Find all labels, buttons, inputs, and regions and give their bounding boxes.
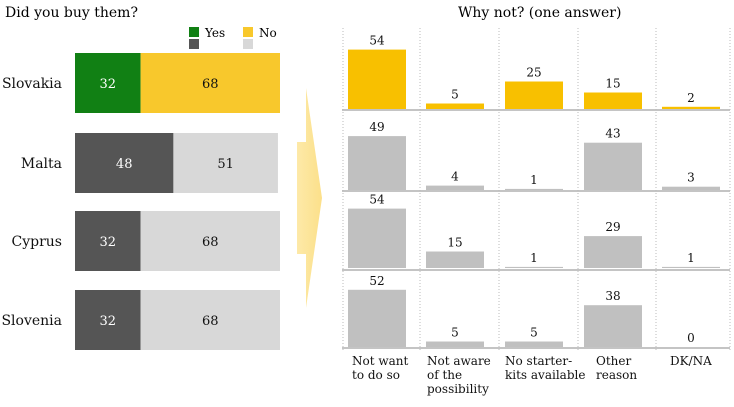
legend-yes-label: Yes (204, 26, 225, 40)
legend-no-label: No (259, 26, 277, 40)
bar-no-slovenia (140, 290, 280, 350)
value-slovakia-3: 25 (526, 66, 541, 80)
value-malta-5: 3 (687, 171, 695, 185)
category-label-5: DK/NA (670, 354, 712, 368)
bar-malta-3 (505, 188, 563, 190)
value-no-cyprus: 68 (202, 235, 219, 250)
bar-slovakia-1 (348, 49, 406, 109)
bar-no-cyprus (140, 211, 280, 271)
country-label-malta: Malta (21, 156, 62, 172)
country-label-slovenia: Slovenia (1, 313, 62, 329)
legend-no-swatch-1 (243, 27, 253, 37)
value-slovenia-5: 0 (687, 331, 695, 345)
bar-no-slovakia (140, 53, 280, 113)
bar-slovakia-2 (426, 103, 484, 109)
value-slovenia-4: 38 (605, 289, 620, 303)
bar-slovenia-4 (584, 305, 642, 347)
bar-malta-5 (662, 186, 720, 190)
left-stacked-bars: 32 68 Slovakia 48 51 Malta 32 68 Cyprus 32 68 Slove… (1, 53, 280, 350)
bar-cyprus-3 (505, 266, 563, 268)
value-cyprus-3: 1 (530, 251, 538, 265)
bar-slovenia-3 (505, 341, 563, 347)
value-yes-slovakia: 32 (100, 77, 117, 92)
legend-yes-swatch-1 (189, 27, 199, 37)
value-slovakia-1: 54 (369, 34, 385, 48)
bar-yes-malta (75, 133, 174, 193)
bar-slovenia-1 (348, 289, 406, 347)
right-chart-title: Why not? (one answer) (458, 5, 621, 21)
bar-malta-2 (426, 185, 484, 190)
bar-no-malta (173, 133, 278, 193)
value-slovakia-2: 5 (451, 88, 459, 102)
bar-slovakia-3 (505, 81, 563, 109)
left-chart-title: Did you buy them? (5, 5, 138, 21)
legend-yes-swatch-2 (189, 39, 199, 49)
connector-arrow (297, 88, 322, 308)
category-label-3: No starter-kits available (505, 354, 585, 382)
value-yes-slovenia: 32 (100, 314, 117, 329)
bar-slovakia-5 (662, 106, 720, 109)
bar-yes-slovakia (75, 53, 141, 113)
country-label-cyprus: Cyprus (12, 234, 62, 250)
value-cyprus-4: 29 (605, 220, 620, 234)
value-malta-2: 4 (451, 170, 459, 184)
bar-yes-slovenia (75, 290, 141, 350)
category-label-2: Not aware of the possibility (427, 354, 491, 396)
value-malta-4: 43 (605, 127, 620, 141)
country-label-slovakia: Slovakia (2, 76, 62, 92)
legend-no-swatch-2 (243, 39, 253, 49)
bar-slovakia-4 (584, 92, 642, 109)
bar-slovenia-2 (426, 341, 484, 347)
category-labels: Not want to do so Not aware of the possibili… (352, 354, 712, 396)
category-label-4: Other reason (596, 354, 637, 382)
bar-cyprus-2 (426, 251, 484, 268)
value-cyprus-5: 1 (687, 251, 695, 265)
bar-malta-4 (584, 142, 642, 190)
value-cyprus-2: 15 (447, 236, 462, 250)
value-slovakia-4: 15 (605, 77, 620, 91)
value-slovakia-5: 2 (687, 91, 695, 105)
bar-cyprus-1 (348, 208, 406, 268)
value-yes-malta: 48 (116, 157, 133, 172)
value-no-slovakia: 68 (202, 77, 219, 92)
bar-malta-1 (348, 136, 406, 190)
category-label-1: Not want to do so (352, 354, 409, 382)
value-malta-3: 1 (530, 173, 538, 187)
value-slovenia-3: 5 (530, 326, 538, 340)
value-slovenia-2: 5 (451, 326, 459, 340)
bar-cyprus-5 (662, 266, 720, 268)
value-cyprus-1: 54 (369, 193, 385, 207)
value-slovenia-1: 52 (369, 274, 384, 288)
bar-yes-cyprus (75, 211, 141, 271)
value-no-slovenia: 68 (202, 314, 219, 329)
value-no-malta: 51 (217, 157, 234, 172)
value-yes-cyprus: 32 (100, 235, 117, 250)
legend: Yes No (189, 26, 277, 49)
value-malta-1: 49 (369, 120, 384, 134)
bar-cyprus-4 (584, 236, 642, 268)
